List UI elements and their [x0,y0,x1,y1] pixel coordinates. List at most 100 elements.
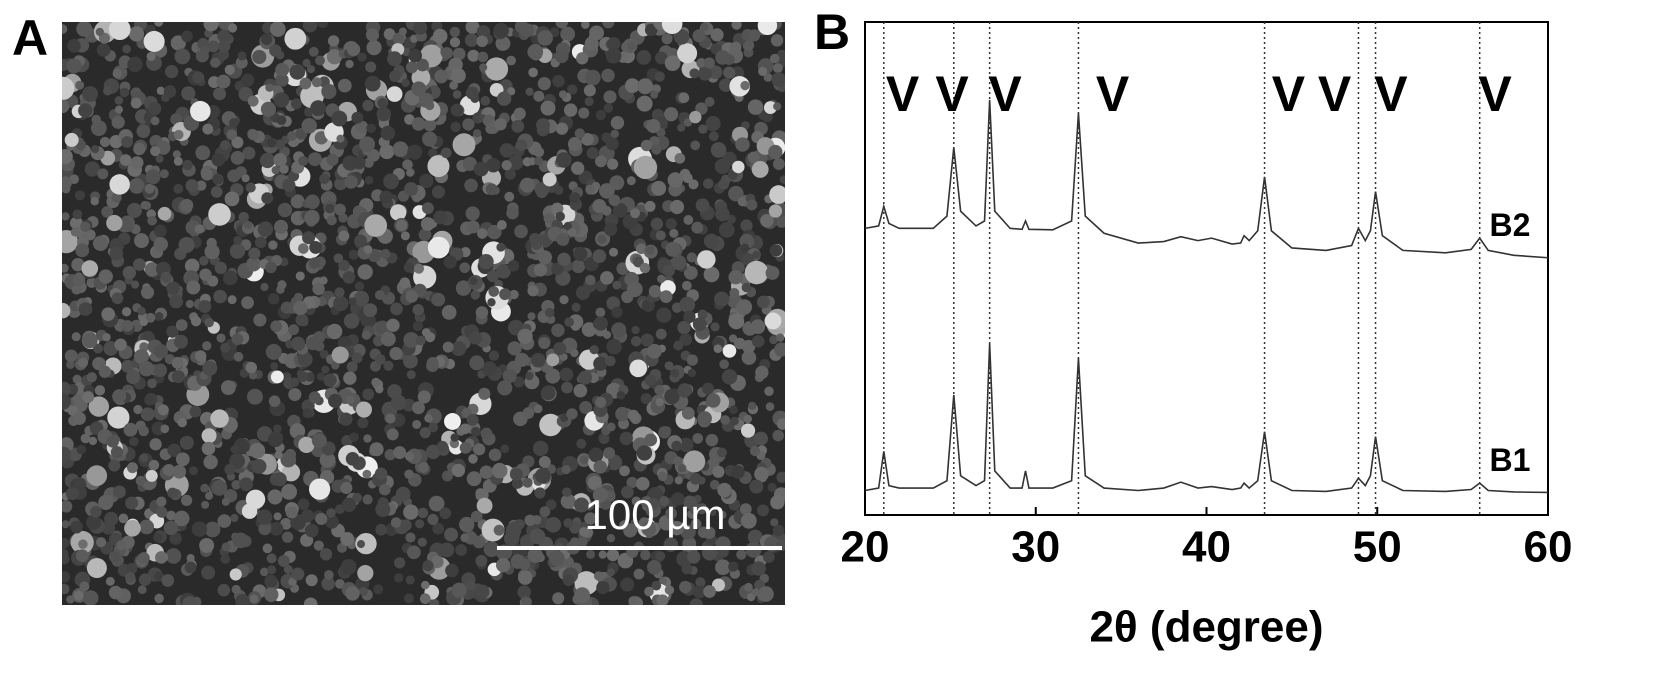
particle [112,485,126,499]
particle [325,203,335,214]
particle [116,540,127,551]
particle [715,206,730,222]
particle [540,100,556,116]
particle [630,208,640,219]
particle [212,173,224,185]
particle [74,190,85,201]
particle [319,349,329,359]
particle [267,565,277,575]
particle [199,537,215,553]
particle [679,580,692,594]
particle [295,271,305,281]
particle [772,524,785,537]
particle [122,44,132,54]
particle [571,259,586,274]
particle [763,72,773,82]
particle [217,29,231,43]
particle [326,508,336,518]
particle [470,426,481,437]
particle [354,234,368,248]
particle [119,154,132,166]
particle [769,53,780,64]
particle [703,233,719,249]
particle [465,22,480,34]
particle [612,202,628,218]
particle [90,505,102,518]
particle [245,182,256,193]
particle [326,215,337,226]
particle [533,404,543,414]
particle [412,22,428,35]
particle [476,228,488,239]
particle [264,574,278,588]
particle [714,291,730,307]
particle [194,350,207,362]
particle [311,77,322,88]
particle [281,483,298,500]
particle [194,224,205,234]
particle [75,549,89,563]
particle [480,427,493,440]
particle [563,103,578,117]
particle [554,49,569,64]
particle [686,354,698,366]
particle [679,296,696,313]
particle [539,506,551,517]
particle [579,401,593,415]
particle [585,274,596,286]
particle [143,30,165,52]
particle [664,361,674,371]
particle [637,78,654,95]
particle [623,523,638,538]
particle [537,250,553,265]
particle [555,211,565,222]
particle [750,319,766,335]
particle [334,287,345,298]
particle [465,86,479,100]
particle [433,210,448,225]
x-tick-label: 60 [1524,523,1573,572]
particle [664,388,680,405]
particle [130,280,140,289]
particle [379,144,395,160]
particle [677,43,698,64]
particle [400,231,410,241]
particle [340,559,357,575]
particle [403,593,415,604]
particle [686,252,697,263]
particle [717,447,727,458]
particle [704,96,715,107]
particle [671,254,687,271]
peak-annotation: V [1272,66,1306,122]
particle [304,209,320,226]
particle [231,479,242,490]
particle [106,214,123,232]
particle [730,465,745,479]
particle [718,222,735,238]
particle [552,74,565,88]
particle [475,584,490,599]
particle [462,156,477,171]
particle [561,381,573,394]
particle [73,590,84,601]
particle [640,333,654,347]
particle [269,44,282,57]
particle [319,173,330,185]
particle [737,196,748,207]
particle [375,320,390,335]
particle [190,100,211,122]
particle [751,561,766,576]
particle [776,418,785,430]
particle [207,40,220,53]
particle [765,402,775,411]
particle [650,217,664,231]
particle [357,264,373,280]
particle [651,180,667,196]
particle [201,565,216,580]
particle [92,235,109,251]
particle [204,244,220,260]
particle [630,335,642,347]
particle [464,33,479,47]
particle [598,550,607,559]
particle [139,317,149,327]
